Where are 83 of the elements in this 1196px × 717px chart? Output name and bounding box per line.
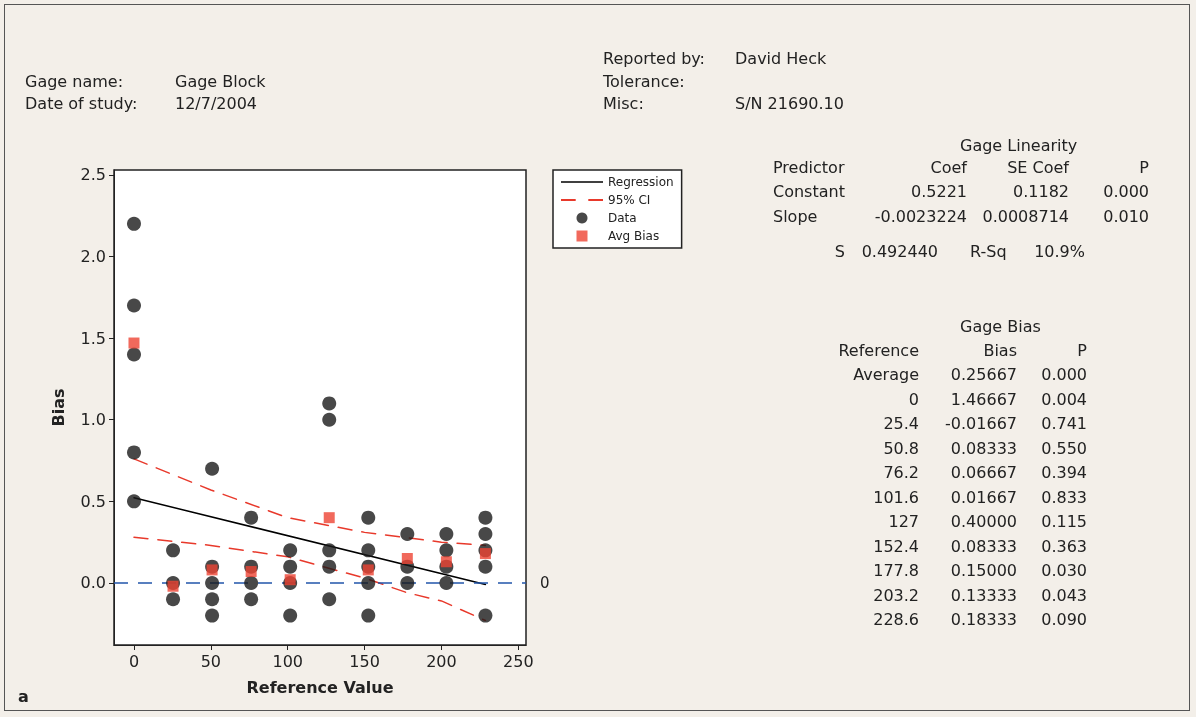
text: Misc: — [603, 93, 644, 113]
text: 228.6 — [873, 610, 920, 629]
text: 0.15000 — [950, 561, 1018, 580]
text: S/N 21690.10 — [735, 93, 844, 113]
text: 0.13333 — [950, 585, 1018, 605]
text: 0.492440 — [861, 241, 938, 261]
text: 10.9% — [1034, 241, 1085, 261]
text: Constant — [773, 182, 845, 201]
y-axis-title: Bias — [48, 388, 68, 427]
y-tick-label: 2.0 — [80, 247, 106, 267]
text: P — [1077, 340, 1088, 360]
text: Bias — [983, 340, 1017, 360]
text: 12/7/2004 — [175, 93, 258, 113]
legend-label: 95% CI — [608, 193, 651, 207]
text: 0.030 — [1041, 561, 1088, 580]
text: Predictor — [773, 157, 845, 177]
text: 76.2 — [883, 463, 919, 482]
text: Reported by: — [603, 48, 705, 68]
text: 0.0008714 — [982, 206, 1070, 226]
text: 0.18333 — [950, 610, 1018, 629]
text: Gage Bias — [960, 316, 1041, 336]
text: Gage Linearity — [960, 135, 1078, 155]
text: 0.08333 — [950, 438, 1018, 458]
text: 0.043 — [1041, 585, 1088, 605]
text: 0.363 — [1041, 536, 1088, 556]
text: 1.46667 — [950, 389, 1018, 409]
y-tick-label: 1.5 — [80, 328, 106, 348]
text: 0.1182 — [1013, 182, 1069, 201]
legend-label: Regression — [608, 175, 674, 189]
x-tick-label: 0 — [128, 651, 140, 671]
text: -0.01667 — [945, 414, 1017, 433]
text: David Heck — [735, 48, 827, 68]
text: P — [1139, 157, 1150, 177]
text: a — [18, 686, 29, 706]
text: SE Coef — [1007, 157, 1070, 177]
text: 203.2 — [873, 585, 920, 605]
ref-line-label: 0 — [540, 573, 550, 592]
text: 0.115 — [1041, 512, 1088, 531]
text: Gage name: — [25, 71, 124, 91]
text: Reference — [838, 340, 920, 360]
text: Tolerance: — [602, 71, 685, 91]
text: 0.000 — [1041, 365, 1088, 384]
text: 0.833 — [1041, 487, 1088, 507]
text: 0.394 — [1041, 463, 1088, 482]
text: 0.550 — [1041, 438, 1088, 458]
y-tick-label: 0.5 — [80, 491, 106, 511]
x-tick-label: 50 — [200, 651, 222, 671]
x-tick-label: 100 — [272, 651, 303, 671]
legend-label: Data — [608, 211, 637, 225]
x-tick-label: 200 — [426, 651, 457, 671]
text: 0.5221 — [911, 182, 967, 201]
text: 177.8 — [873, 561, 920, 580]
text: R-Sq — [970, 241, 1007, 261]
text: 127 — [888, 512, 920, 531]
text: 0.01667 — [950, 487, 1018, 507]
text: 0.40000 — [950, 512, 1018, 531]
text: 0.06667 — [950, 463, 1018, 482]
text: Date of study: — [25, 93, 138, 113]
text: Coef — [930, 157, 968, 177]
y-tick-label: 2.5 — [80, 165, 106, 185]
text: 50.8 — [883, 438, 919, 458]
x-axis-title: Reference Value — [246, 677, 394, 697]
text: 0.090 — [1041, 610, 1088, 629]
text: 101.6 — [873, 487, 920, 507]
y-tick-label: 0.0 — [80, 573, 106, 593]
text: 0.08333 — [950, 536, 1018, 556]
text: S — [834, 241, 845, 261]
text: 0.741 — [1041, 414, 1088, 433]
text: 0.000 — [1103, 182, 1150, 201]
text: Gage Block — [175, 71, 267, 91]
text: 0.004 — [1041, 389, 1088, 409]
text: 25.4 — [883, 414, 919, 433]
text: 0.010 — [1103, 206, 1150, 226]
text: Slope — [773, 206, 818, 226]
x-tick-label: 150 — [349, 651, 380, 671]
text: Average — [853, 365, 919, 384]
legend-label: Avg Bias — [608, 229, 660, 243]
text: 0.25667 — [950, 365, 1018, 384]
text: 0 — [908, 389, 920, 409]
text: -0.0023224 — [874, 206, 967, 226]
x-tick-label: 250 — [503, 651, 534, 671]
y-tick-label: 1.0 — [80, 410, 106, 430]
text: 152.4 — [873, 536, 920, 556]
